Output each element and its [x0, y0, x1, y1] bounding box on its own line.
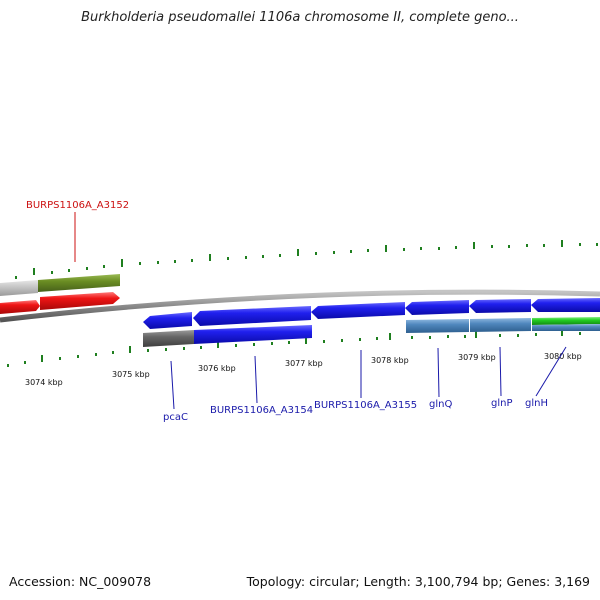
kbp-label: 3079 kbp	[458, 353, 496, 362]
inner-tick-row	[7, 329, 581, 367]
kbp-label: 3080 kbp	[544, 352, 582, 361]
gene-label-pcac[interactable]: pcaC	[163, 412, 188, 423]
connector-a3154	[254, 355, 258, 404]
kbp-label: 3078 kbp	[371, 356, 409, 365]
gene-arrow-red-a3152[interactable]	[40, 292, 120, 310]
gene-label-glnh[interactable]: glnH	[525, 398, 548, 409]
feature-light-gray[interactable]	[0, 280, 38, 296]
feature-olive[interactable]	[38, 274, 120, 292]
label-connectors	[74, 212, 567, 410]
gene-label-a3154[interactable]: BURPS1106A_A3154	[210, 405, 313, 416]
feature-steel-glnh[interactable]	[532, 324, 600, 331]
kbp-labels: 3074 kbp 3075 kbp 3076 kbp 3077 kbp 3078…	[25, 352, 582, 387]
feature-steel-glnp[interactable]	[470, 318, 531, 332]
connector-glnq	[437, 347, 440, 398]
gene-arrow-pcac[interactable]	[143, 312, 192, 329]
kbp-label: 3077 kbp	[285, 359, 323, 368]
gene-labels: BURPS1106A_A3152 pcaC BURPS1106A_A3154 B…	[26, 200, 548, 423]
gene-arrow-a3155[interactable]	[311, 302, 405, 319]
gene-label-a3152[interactable]: BURPS1106A_A3152	[26, 200, 129, 211]
connector-pcac	[170, 360, 175, 410]
accession-text: Accession: NC_009078	[9, 574, 152, 589]
gene-label-glnp[interactable]: glnP	[491, 398, 513, 409]
gene-arrow-red[interactable]	[0, 300, 40, 314]
kbp-label: 3076 kbp	[198, 364, 236, 373]
gene-label-glnq[interactable]: glnQ	[429, 399, 452, 410]
outer-tick-row	[15, 240, 598, 279]
connector-glnp	[499, 346, 502, 397]
gene-arrow-glnq[interactable]	[405, 300, 469, 315]
blue-gene-track	[143, 298, 600, 329]
feature-dark-gray[interactable]	[143, 330, 194, 347]
chromosome-backbone	[0, 289, 600, 323]
red-gene-track	[0, 292, 120, 314]
gene-arrow-glnh[interactable]	[531, 298, 600, 312]
feature-blue-cds[interactable]	[194, 325, 312, 344]
feature-green[interactable]	[532, 317, 600, 325]
feature-steel-glnq[interactable]	[406, 319, 469, 333]
gene-arrow-a3154[interactable]	[193, 306, 311, 326]
lower-feature-track	[143, 317, 600, 347]
kbp-label: 3074 kbp	[25, 378, 63, 387]
connector-glnh	[535, 346, 567, 397]
map-title: Burkholderia pseudomallei 1106a chromoso…	[81, 10, 519, 25]
topology-summary: Topology: circular; Length: 3,100,794 bp…	[246, 574, 590, 589]
gene-arrow-glnp[interactable]	[469, 299, 531, 313]
kbp-label: 3075 kbp	[112, 370, 150, 379]
gene-label-a3155[interactable]: BURPS1106A_A3155	[314, 400, 417, 411]
upper-feature-track	[0, 274, 120, 296]
